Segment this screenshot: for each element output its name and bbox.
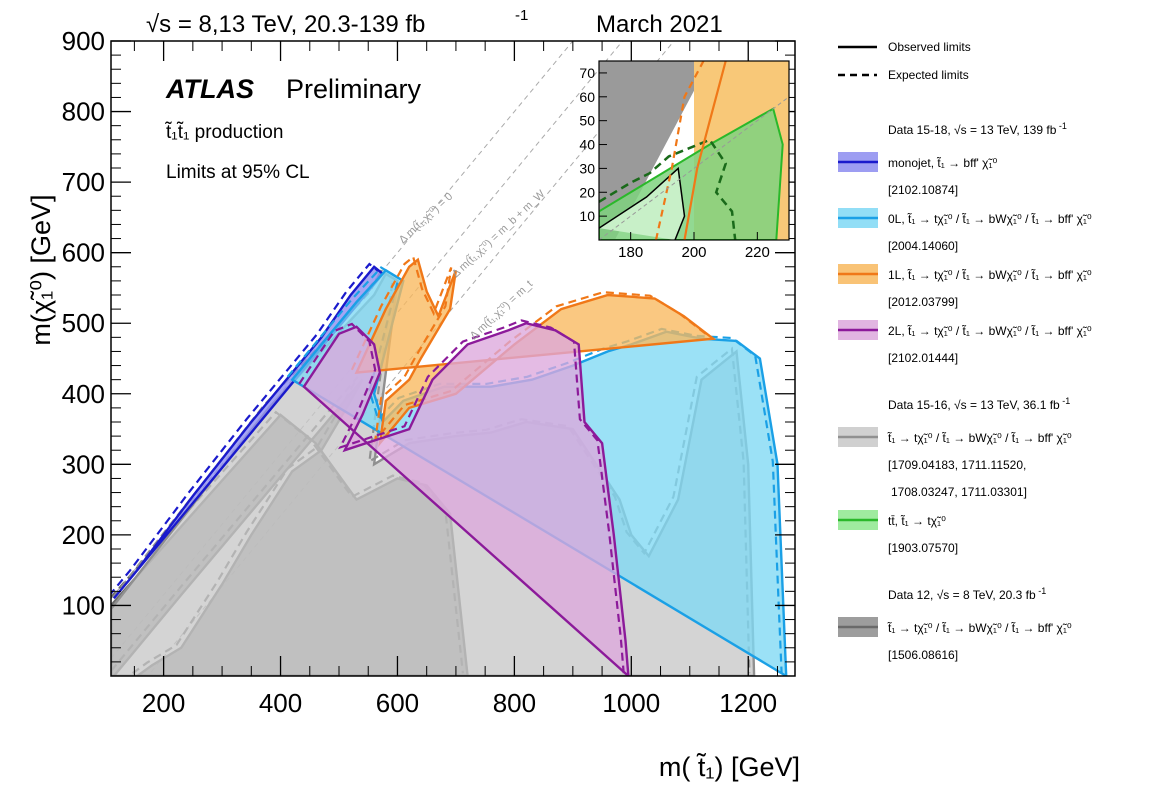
- legend-entry-ref: [1903.07570]: [888, 541, 958, 555]
- energy-superscript: -1: [515, 7, 528, 24]
- legend-entry-label: 1L, t̃₁ → tχ̃₁⁰ / t̃₁ → bWχ̃₁⁰ / t̃₁ → b…: [888, 267, 1092, 282]
- inset-axes: 180 200 220 10 20 30 40 50 60 70: [579, 65, 769, 261]
- y-tick-label: 400: [62, 379, 105, 409]
- date-label: March 2021: [596, 11, 723, 38]
- y-tick-label: 300: [62, 449, 105, 479]
- plot-frame: [110, 40, 796, 677]
- legend-entry-label: 2L, t̃₁ → tχ̃₁⁰ / t̃₁ → bWχ̃₁⁰ / t̃₁ → b…: [888, 323, 1092, 338]
- inset-y-tick-label: 40: [579, 137, 595, 153]
- atlas-logo-text: ATLAS: [165, 74, 254, 104]
- inset-1l-observed: [683, 61, 727, 240]
- axis-titles: m(χ̃₁⁰) [GeV] m( t̃₁) [GeV]: [26, 194, 800, 782]
- legend-entry-label: t̃₁ → tχ̃₁⁰ / t̃₁ → bWχ̃₁⁰ / t̃₁ → bff' …: [887, 430, 1072, 445]
- y-tick-label: 200: [62, 520, 105, 550]
- x-tick-label: 800: [493, 688, 536, 718]
- legend-entry-ref: [2102.01444]: [888, 351, 958, 365]
- diag-label-mbmw: Δ m(t̃₁,χ̃₁⁰) = m_b + m_W: [450, 187, 548, 280]
- inset-y-tick-label: 60: [579, 89, 595, 105]
- legend-group-title: Data 15-16, √s = 13 TeV, 36.1 fb -1: [888, 396, 1070, 412]
- y-axis-title: m(χ̃₁⁰) [GeV]: [26, 194, 56, 345]
- expected-contour-5: [298, 319, 625, 674]
- x-tick-label: 1200: [719, 688, 777, 718]
- header: √s = 8,13 TeV, 20.3-139 fb -1 March 2021: [146, 7, 723, 38]
- expected-contour-2: [111, 262, 379, 596]
- legend-entry-ref-cont: 1708.03247, 1711.03301]: [891, 485, 1027, 499]
- inset-y-tick-label: 70: [579, 65, 595, 81]
- inset-y-tick-label: 10: [579, 208, 595, 224]
- process-label: t̃₁t̃₁ production: [164, 121, 283, 143]
- x-tick-label: 600: [376, 688, 419, 718]
- legend-group-title: Data 15-18, √s = 13 TeV, 139 fb -1: [888, 121, 1067, 137]
- legend-entry-label: t̃₁ → tχ̃₁⁰ / t̃₁ → bWχ̃₁⁰ / t̃₁ → bff' …: [887, 620, 1072, 635]
- legend-entry-ref: [2004.14060]: [888, 239, 958, 253]
- legend-observed-label: Observed limits: [888, 40, 971, 54]
- inset-plot: 180 200 220 10 20 30 40 50 60 70: [579, 60, 790, 261]
- inset-contour-obs: [599, 166, 686, 240]
- legend-entry-ref: [2012.03799]: [888, 295, 958, 309]
- inset-diag: [599, 96, 789, 240]
- x-tick-label: 1000: [602, 688, 660, 718]
- plot-area: [111, 41, 788, 676]
- legend: Observed limits Expected limits Data 15-…: [838, 40, 1092, 662]
- atlas-status: Preliminary: [286, 74, 422, 104]
- legend-group-title-sup: -1: [1056, 121, 1067, 131]
- atlas-label-block: ATLAS Preliminary t̃₁t̃₁ production Limi…: [164, 74, 421, 183]
- x-tick-label: 200: [142, 688, 185, 718]
- inset-x-tick-label: 180: [618, 244, 643, 261]
- cl-label: Limits at 95% CL: [166, 162, 310, 183]
- legend-group-title: Data 12, √s = 8 TeV, 20.3 fb -1: [888, 586, 1046, 602]
- y-tick-label: 900: [62, 26, 105, 56]
- inset-1l-expected: [654, 61, 705, 240]
- diag-label-zero: Δ m(t̃₁,χ̃₁⁰) = 0: [397, 190, 456, 246]
- inset-x-tick-label: 220: [745, 244, 770, 261]
- legend-entry-ref: [2102.10874]: [888, 183, 958, 197]
- y-tick-label: 600: [62, 238, 105, 268]
- inset-y-tick-label: 20: [579, 184, 595, 200]
- inset-contour-exp: [599, 138, 737, 240]
- inset-y-tick-label: 30: [579, 160, 595, 176]
- legend-entry-label: tt̄, t̃₁ → tχ̃₁⁰: [888, 513, 946, 528]
- legend-entry-label: monojet, t̃₁ → bff' χ̃₁⁰: [888, 155, 998, 170]
- inset-y-tick-label: 50: [579, 113, 595, 129]
- y-tick-label: 800: [62, 97, 105, 127]
- legend-entry-ref: [1506.08616]: [888, 648, 958, 662]
- energy-label: √s = 8,13 TeV, 20.3-139 fb: [146, 11, 425, 38]
- y-tick-label: 500: [62, 308, 105, 338]
- legend-group-title-sup: -1: [1036, 586, 1047, 596]
- inset-area: [599, 61, 789, 240]
- legend-group-title-sup: -1: [1060, 396, 1071, 406]
- expected-contour-4: [350, 254, 710, 444]
- y-tick-label: 100: [62, 590, 105, 620]
- legend-entry-label: 0L, t̃₁ → tχ̃₁⁰ / t̃₁ → bWχ̃₁⁰ / t̃₁ → b…: [888, 211, 1092, 226]
- x-axis-title: m( t̃₁) [GeV]: [659, 752, 800, 782]
- x-tick-label: 400: [259, 688, 302, 718]
- legend-entry-ref: [1709.04183, 1711.11520,: [888, 458, 1026, 472]
- inset-x-tick-label: 200: [681, 244, 706, 261]
- legend-expected-label: Expected limits: [888, 68, 969, 82]
- y-tick-label: 700: [62, 167, 105, 197]
- exclusion-region-5: [302, 321, 630, 676]
